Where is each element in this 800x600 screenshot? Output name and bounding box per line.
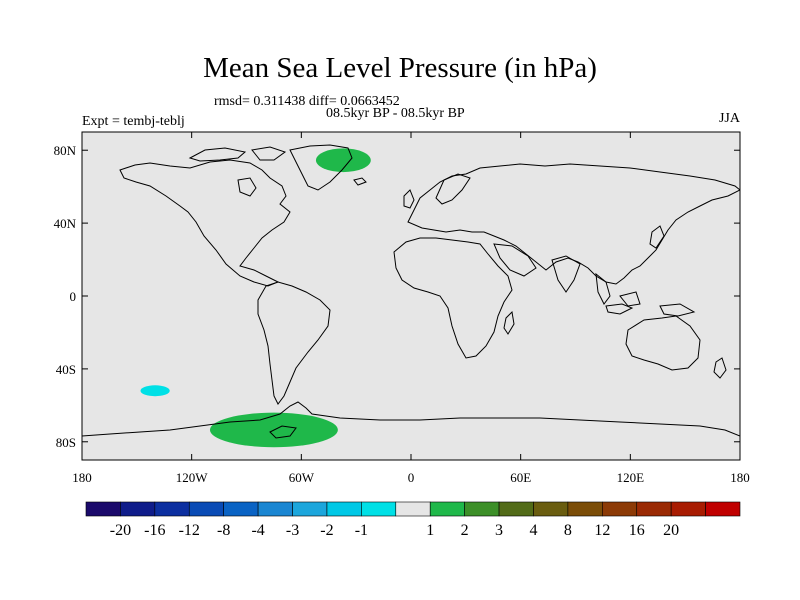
y-tick-label: 40N [54, 216, 77, 231]
colorbar-swatch [429, 501, 465, 517]
y-tick-label: 0 [70, 289, 77, 304]
coastlines [82, 144, 740, 439]
colorbar-swatch [292, 501, 328, 517]
y-axis: 80N 40N 0 40S 80S [54, 143, 740, 450]
colorbar-label: -16 [144, 522, 165, 539]
colorbar-swatch [636, 501, 672, 517]
colorbar-swatch [602, 501, 638, 517]
colorbar-label: 16 [629, 522, 645, 539]
colorbar-swatch [326, 501, 362, 517]
colorbar-label: 3 [495, 522, 503, 539]
coast-hudson-bay [237, 177, 257, 197]
coast-australia [625, 315, 701, 371]
colorbar-swatch [567, 501, 603, 517]
x-axis: 180 120W 60W 0 60E 120E 180 [72, 132, 750, 485]
colorbar-label: -12 [179, 522, 200, 539]
colorbar-label: 4 [529, 522, 537, 539]
colorbar-swatch [395, 501, 431, 517]
colorbar-label: -4 [251, 522, 264, 539]
x-tick-label: 180 [730, 470, 750, 485]
colorbar: -20 -16 -12 -8 -4 -3 -2 -1 1 2 3 4 8 12 16 20 [85, 501, 741, 539]
colorbar-swatch [85, 501, 121, 517]
colorbar-swatch [154, 501, 190, 517]
y-tick-label: 40S [56, 362, 76, 377]
colorbar-label: -1 [355, 522, 368, 539]
x-tick-label: 60W [289, 470, 315, 485]
colorbar-swatch [498, 501, 534, 517]
colorbar-swatch [188, 501, 224, 517]
coast-arctic-islands [188, 147, 247, 162]
colorbar-label: 8 [564, 522, 572, 539]
colorbar-swatch [533, 501, 569, 517]
map-title: Mean Sea Level Pressure (in hPa) [203, 52, 597, 84]
x-tick-label: 0 [408, 470, 415, 485]
colorbar-label: 2 [461, 522, 469, 539]
stats-line: rmsd= 0.311438 diff= 0.0663452 [214, 94, 400, 109]
coast-greenland [289, 144, 353, 191]
x-tick-label: 180 [72, 470, 92, 485]
colorbar-label: -8 [217, 522, 230, 539]
colorbar-swatch [257, 501, 293, 517]
period-label: 08.5kyr BP - 08.5kyr BP [326, 106, 465, 121]
coast-eurasia [407, 163, 740, 285]
colorbar-label: 20 [663, 522, 679, 539]
y-tick-label: 80S [56, 435, 76, 450]
colorbar-label: -2 [320, 522, 333, 539]
colorbar-swatch [120, 501, 156, 517]
colorbar-label: -3 [286, 522, 299, 539]
anomaly-greenland [315, 148, 371, 173]
coast-antarctica [82, 401, 740, 437]
coast-africa [393, 237, 513, 359]
y-tick-label: 80N [54, 143, 77, 158]
experiment-label: Expt = tembj-teblj [82, 114, 185, 129]
colorbar-label: -20 [110, 522, 131, 539]
map-background [82, 132, 740, 460]
colorbar-swatch [223, 501, 259, 517]
colorbar-swatch [670, 501, 706, 517]
x-tick-label: 120W [176, 470, 209, 485]
colorbar-swatch [361, 501, 397, 517]
x-tick-label: 120E [617, 470, 645, 485]
coast-north-america [119, 159, 291, 287]
map-ocean-land-fill [82, 132, 740, 460]
colorbar-label: 12 [594, 522, 610, 539]
colorbar-swatch [464, 501, 500, 517]
colorbar-swatch [705, 501, 741, 517]
colorbar-label: 1 [426, 522, 434, 539]
anomaly-south-pacific [140, 385, 170, 397]
x-tick-label: 60E [510, 470, 531, 485]
season-label: JJA [718, 111, 740, 126]
coast-south-america [257, 281, 331, 405]
